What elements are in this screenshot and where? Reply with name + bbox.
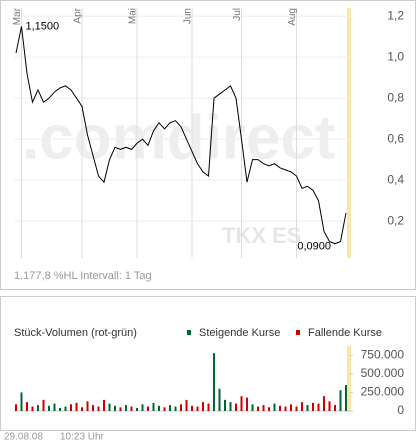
x-tick-label: Apr [73,7,84,23]
volume-bar [224,399,226,411]
volume-bar [185,399,188,411]
volume-bar [207,403,210,411]
date: 29.08.08 [4,432,43,443]
volume-bar [240,396,243,411]
volume-bar [15,404,17,411]
high-label: 1,1500 [26,20,60,32]
y-tick-label: 0,8 [387,90,404,104]
x-tick-label: Mai [128,8,139,24]
volume-bar [328,401,331,411]
volume-bar [64,406,67,411]
volume-bar [174,406,177,411]
volume-bar [339,390,342,411]
volume-bar [130,406,133,411]
volume-bar [152,402,155,411]
legend-label: Fallende Kurse [308,327,382,339]
today-band [347,8,351,258]
volume-bar [103,399,105,411]
volume-bar [213,353,215,411]
volume-bar [147,406,149,411]
volume-bar [312,402,314,411]
volume-bar [42,399,45,411]
volume-bar [108,403,111,411]
volume-bar [158,405,160,411]
volume-bar [92,405,94,411]
volume-bar [202,402,204,411]
volume-bar [229,402,232,411]
volume-bar [163,407,166,411]
y-tick-label: 0 [397,403,404,417]
y-tick-label: 0,2 [387,213,404,227]
volume-bar [70,404,72,411]
volume-bar [323,396,325,411]
y-tick-label: 1,0 [387,49,404,63]
volume-bar [75,402,78,411]
volume-bar [97,406,100,411]
volume-bar [262,405,265,411]
volume-bar [257,406,259,411]
legend-swatch [187,330,191,335]
volume-bar [136,408,138,411]
volume-bar [191,405,193,411]
y-tick-label: 0,4 [387,172,404,186]
volume-bar [26,402,28,411]
watermark: .comdirect [22,103,336,172]
volume-bar [48,405,50,411]
volume-bar [284,406,287,411]
volume-bar [334,405,336,411]
volume-bar [53,403,56,411]
footer: 1.177,8 %HL Intervall: 1 Tag [14,270,152,282]
volume-bar [251,404,254,411]
x-tick-label: Mar [12,7,23,25]
volume-bar [290,404,292,411]
y-tick-label: 1,2 [387,8,404,22]
volume-bar [169,405,171,411]
volume-bar [180,404,182,411]
volume-bar [279,405,281,411]
price-panel [0,0,416,290]
y-tick-label: 500.000 [361,366,405,380]
volume-bar [37,405,39,411]
volume-bar [301,402,303,411]
legend-swatch [296,330,300,335]
today-band [347,346,351,412]
y-tick-label: 750.000 [361,348,405,362]
volume-bar [20,392,23,411]
x-tick-label: Jun [183,8,194,24]
volume-bar [81,407,83,411]
volume-bar [59,408,61,411]
volume-bar [345,385,347,411]
volume-bar [273,403,276,411]
legend-label: Steigende Kurse [199,327,280,339]
volume-bar [196,406,199,411]
volume-bar [317,403,320,411]
volume-bar [31,406,34,411]
volume-bar [235,403,237,411]
volume-bar [306,405,309,411]
volume-bar [295,406,298,411]
volume-bar [125,405,127,411]
volume-bar [141,404,144,411]
volume-bar [119,407,122,411]
volume-bar [268,407,270,411]
x-tick-label: Aug [287,8,298,26]
volume-title: Stück-Volumen (rot-grün) [14,327,137,339]
volume-bar [246,397,248,411]
x-tick-label: Jul [232,8,243,21]
volume-bar [86,401,89,411]
volume-bar [114,405,116,411]
y-tick-label: 0,6 [387,131,404,145]
time: 10:23 Uhr [60,432,105,443]
y-tick-label: 250.000 [361,385,405,399]
low-label: 0,0900 [297,241,331,253]
symbol-watermark: TKX ES [222,223,301,248]
price-line [15,26,347,245]
volume-bar [218,388,221,411]
